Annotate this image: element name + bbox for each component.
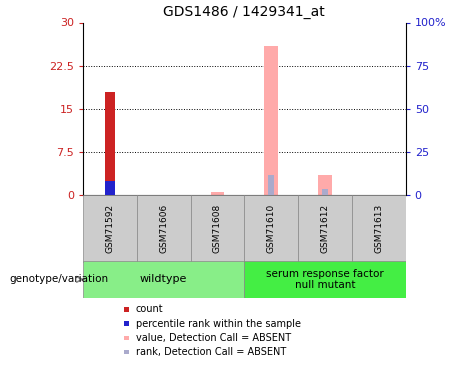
- Bar: [244, 195, 298, 262]
- Bar: [352, 195, 406, 262]
- Text: genotype/variation: genotype/variation: [9, 274, 108, 284]
- Bar: [83, 195, 137, 262]
- Text: GSM71608: GSM71608: [213, 204, 222, 254]
- Text: serum response factor
null mutant: serum response factor null mutant: [266, 268, 384, 290]
- Text: GSM71606: GSM71606: [159, 204, 168, 254]
- Text: value, Detection Call = ABSENT: value, Detection Call = ABSENT: [136, 333, 291, 343]
- Title: GDS1486 / 1429341_at: GDS1486 / 1429341_at: [164, 5, 325, 19]
- Text: count: count: [136, 304, 164, 314]
- Bar: [211, 192, 224, 195]
- Text: GSM71592: GSM71592: [106, 204, 114, 254]
- Text: wildtype: wildtype: [140, 274, 187, 284]
- Text: rank, Detection Call = ABSENT: rank, Detection Call = ABSENT: [136, 347, 286, 357]
- Text: percentile rank within the sample: percentile rank within the sample: [136, 319, 301, 328]
- Bar: [318, 175, 332, 195]
- Bar: [298, 195, 352, 262]
- Text: GSM71612: GSM71612: [320, 204, 330, 254]
- Bar: [105, 92, 115, 195]
- Bar: [83, 261, 244, 298]
- Text: GSM71613: GSM71613: [374, 204, 383, 254]
- Bar: [322, 189, 328, 195]
- Bar: [244, 261, 406, 298]
- Bar: [268, 175, 274, 195]
- Text: GSM71610: GSM71610: [267, 204, 276, 254]
- Bar: [265, 45, 278, 195]
- Bar: [105, 181, 115, 195]
- Bar: [190, 195, 244, 262]
- Bar: [137, 195, 190, 262]
